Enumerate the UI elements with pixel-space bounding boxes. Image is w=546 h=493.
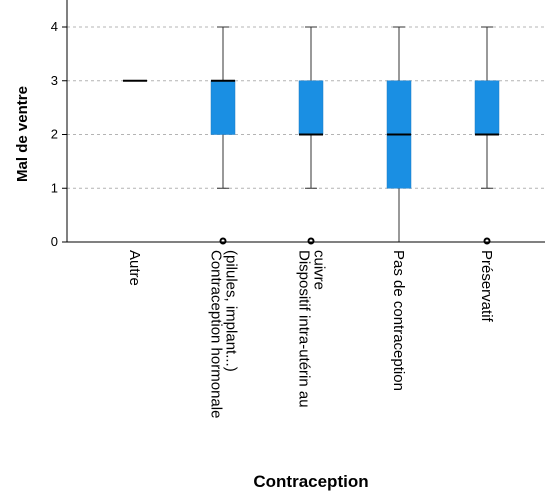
x-category-label: Autre [126,250,143,286]
outlier-point [483,237,491,245]
box-iqr [210,80,236,135]
x-category-label: Préservatif [478,250,495,323]
y-tick-label: 3 [51,73,58,88]
x-category-label: Pas de contraception [390,250,407,391]
x-category-label: Contraception hormonale(pilules, implant… [208,250,240,418]
axes: 0 1 2 3 4 [51,0,545,249]
x-category-label-line: Préservatif [478,250,495,323]
outlier-point [307,237,315,245]
y-tick-label: 1 [51,180,58,195]
outliers [219,237,491,245]
y-axis-title: Mal de ventre [14,86,31,182]
x-category-label-line: Contraception hormonale [208,250,225,418]
x-category-label-line: cuivre [311,250,328,290]
y-tick-label: 4 [51,19,58,34]
category-labels: Autre Contraception hormonale(pilules, im… [126,250,495,418]
x-category-label-line: Autre [126,250,143,286]
boxes [123,79,500,189]
y-tick-label: 2 [51,127,58,142]
x-axis-title: Contraception [253,472,368,491]
box-iqr [298,80,324,135]
y-tick-label: 0 [51,234,58,249]
x-category-label-line: (pilules, implant...) [223,250,240,372]
outlier-point [219,237,227,245]
x-category-label-line: Dispositif intra-utérin au [296,250,313,408]
x-category-label-line: Pas de contraception [390,250,407,391]
box-iqr [474,80,500,135]
